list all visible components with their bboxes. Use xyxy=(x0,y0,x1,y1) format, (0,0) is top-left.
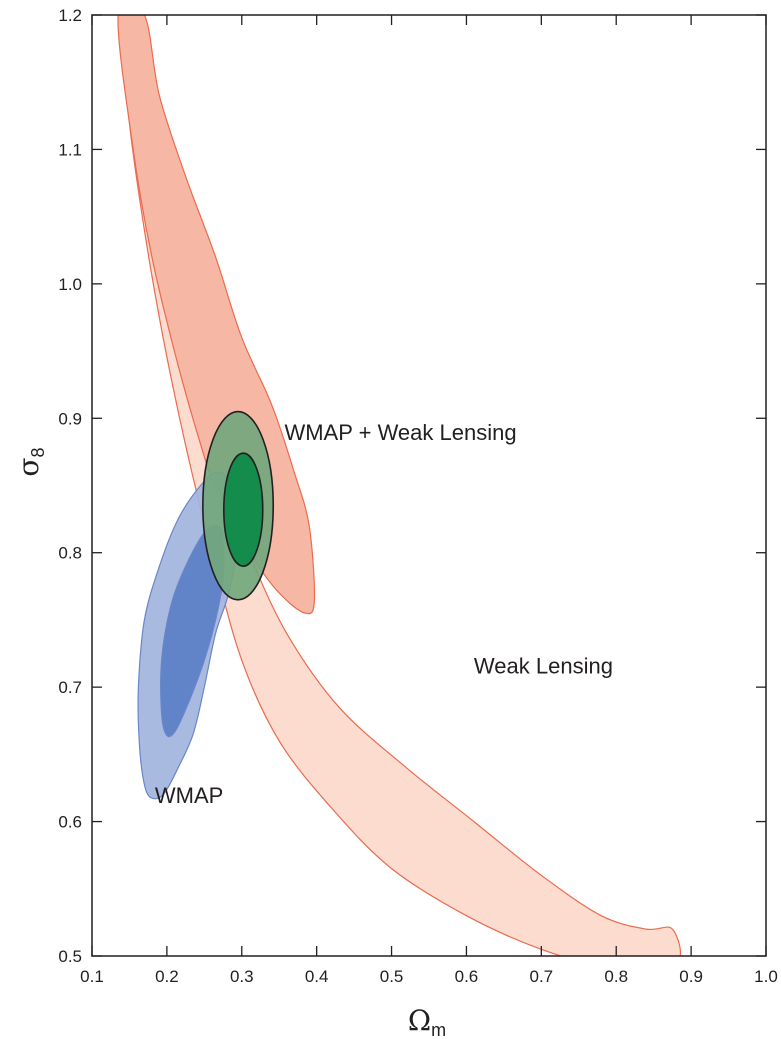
series-label-wmap-weak-lensing: WMAP + Weak Lensing xyxy=(284,420,516,445)
y-tick-label: 0.9 xyxy=(58,409,82,428)
y-tick-label: 1.1 xyxy=(58,140,82,159)
plot-frame xyxy=(91,14,767,957)
x-tick-label: 0.9 xyxy=(679,967,703,986)
y-axis-subscript: 8 xyxy=(28,447,48,457)
x-tick-label: 0.7 xyxy=(530,967,554,986)
y-tick-label: 1.0 xyxy=(58,275,82,294)
y-tick-label: 0.7 xyxy=(58,678,82,697)
contour-layer xyxy=(117,15,681,956)
tick-marks xyxy=(91,14,767,957)
series-labels: Weak Lensing WMAP WMAP + Weak Lensing xyxy=(155,420,613,808)
x-axis-subscript: m xyxy=(431,1020,446,1039)
x-axis-symbol: Ω xyxy=(408,1004,431,1037)
x-tick-label: 0.6 xyxy=(455,967,479,986)
x-tick-label: 1.0 xyxy=(754,967,778,986)
y-tick-label: 0.6 xyxy=(58,813,82,832)
y-tick-label: 0.8 xyxy=(58,544,82,563)
x-tick-label: 0.5 xyxy=(380,967,404,986)
series-2-contours xyxy=(202,410,275,601)
y-tick-label: 1.2 xyxy=(58,6,82,25)
x-axis-label: Ωm xyxy=(408,1004,446,1039)
y-axis-symbol: σ xyxy=(12,457,45,476)
y-tick-label: 0.5 xyxy=(58,947,82,966)
tick-labels: 0.1 0.2 0.3 0.4 0.5 0.6 0.7 0.8 0.9 1.0 0.5 0.6 0.7 0… xyxy=(58,6,777,986)
x-tick-label: 0.1 xyxy=(80,967,104,986)
x-tick-label: 0.4 xyxy=(305,967,329,986)
x-tick-label: 0.8 xyxy=(604,967,628,986)
contour-inner-wmap-weak-lensing xyxy=(223,452,264,567)
series-label-weak-lensing: Weak Lensing xyxy=(474,654,613,679)
x-tick-label: 0.3 xyxy=(230,967,254,986)
x-tick-label: 0.2 xyxy=(155,967,179,986)
y-axis-label: σ8 xyxy=(12,447,48,476)
series-label-wmap: WMAP xyxy=(155,783,223,808)
